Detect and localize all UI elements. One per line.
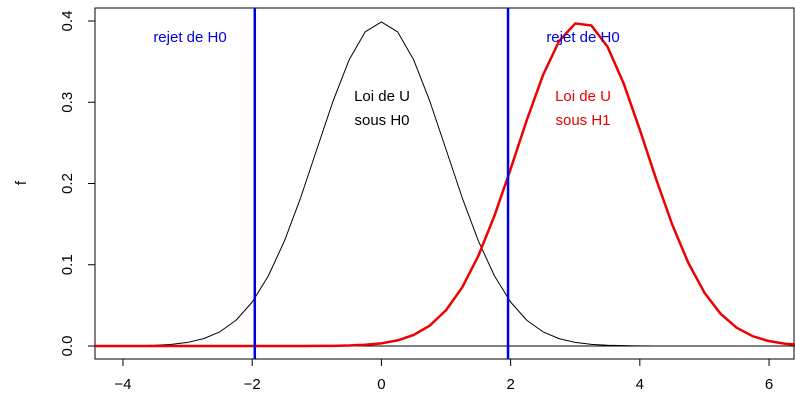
y-tick-label: 0.2 [59, 173, 76, 194]
y-axis-label: f [13, 180, 30, 185]
y-tick-label: 0.0 [59, 336, 76, 357]
annotations: rejet de H0 rejet de H0 Loi de U sous H0… [153, 29, 619, 129]
y-tick-label: 0.3 [59, 92, 76, 113]
annotation: sous H0 [354, 112, 409, 129]
x-tick-label: −4 [114, 376, 131, 393]
plot-area [95, 8, 795, 359]
density-curve [95, 22, 795, 348]
density-curve [95, 21, 795, 347]
y-tick-label: 0.1 [59, 254, 76, 275]
annotation: sous H1 [555, 112, 610, 129]
annotation: rejet de H0 [153, 29, 226, 46]
annotation: rejet de H0 [546, 29, 619, 46]
x-tick-label: −2 [244, 376, 261, 393]
plot-box [94, 7, 795, 360]
x-tick-label: 4 [636, 376, 644, 393]
annotation: Loi de U [354, 88, 410, 105]
y-tick-label: 0.4 [59, 11, 76, 32]
x-tick-label: 0 [377, 376, 385, 393]
annotation: Loi de U [555, 88, 611, 105]
x-tick-label: 2 [506, 376, 514, 393]
x-tick-label: 6 [765, 376, 773, 393]
